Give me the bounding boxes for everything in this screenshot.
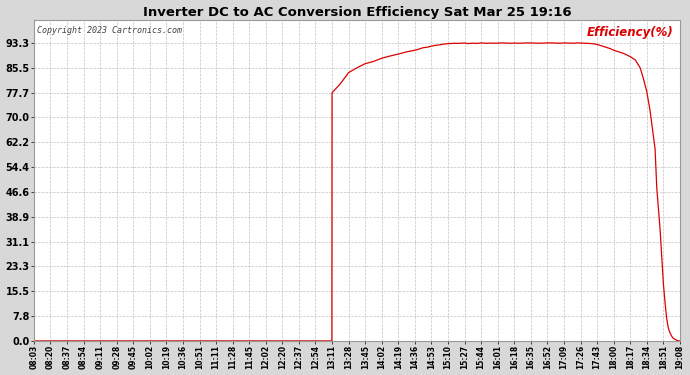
Text: Copyright 2023 Cartronics.com: Copyright 2023 Cartronics.com <box>37 26 182 35</box>
Text: Efficiency(%): Efficiency(%) <box>586 26 673 39</box>
Title: Inverter DC to AC Conversion Efficiency Sat Mar 25 19:16: Inverter DC to AC Conversion Efficiency … <box>143 6 571 18</box>
